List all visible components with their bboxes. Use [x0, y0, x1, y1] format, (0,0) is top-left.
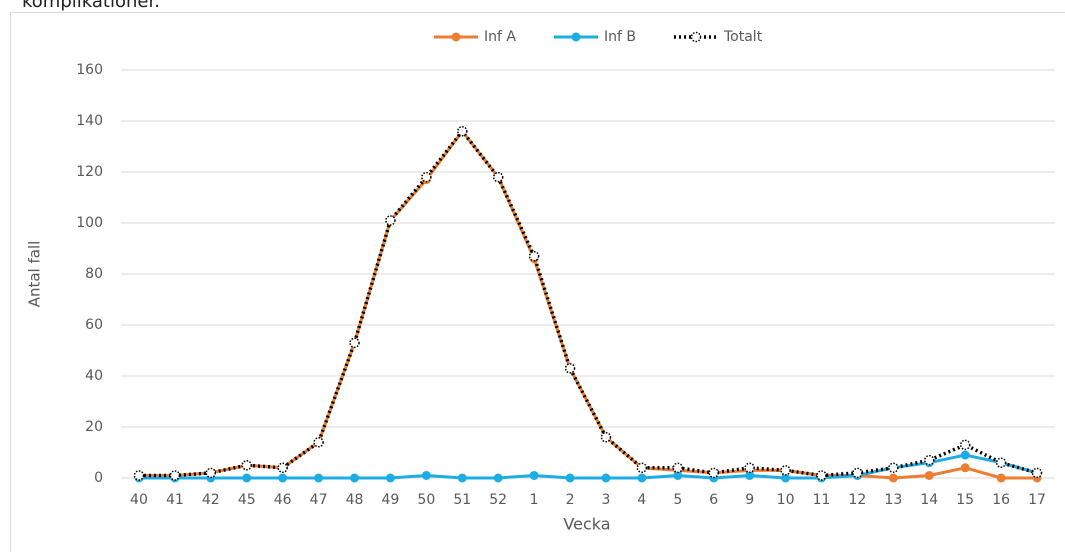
- y-tick-label: 100: [76, 215, 103, 231]
- x-axis-label: Vecka: [563, 515, 610, 534]
- data-point: [637, 463, 646, 472]
- y-tick-label: 0: [94, 470, 103, 486]
- x-tick-label: 41: [166, 492, 184, 508]
- data-point: [458, 474, 467, 483]
- legend-marker: [572, 33, 581, 42]
- x-tick-label: 4: [637, 492, 646, 508]
- x-tick-label: 6: [709, 492, 718, 508]
- data-point: [889, 463, 898, 472]
- data-point: [494, 474, 503, 483]
- legend-label: Inf B: [604, 29, 636, 45]
- data-point: [637, 474, 646, 483]
- data-point: [566, 474, 575, 483]
- data-point: [961, 440, 970, 449]
- y-tick-label: 80: [85, 266, 103, 282]
- data-point: [350, 474, 359, 483]
- data-point: [925, 456, 934, 465]
- x-tick-label: 42: [202, 492, 220, 508]
- y-axis-label: Antal fall: [26, 241, 44, 308]
- legend-marker: [692, 33, 701, 42]
- y-tick-label: 40: [85, 368, 103, 384]
- data-point: [422, 471, 431, 480]
- series-line: [139, 131, 1037, 478]
- data-point: [206, 468, 215, 477]
- y-tick-label: 60: [85, 317, 103, 333]
- data-point: [242, 461, 251, 470]
- data-point: [242, 474, 251, 483]
- y-tick-label: 120: [76, 164, 103, 180]
- data-point: [673, 463, 682, 472]
- data-point: [530, 471, 539, 480]
- data-point: [745, 463, 754, 472]
- x-tick-label: 50: [417, 492, 435, 508]
- data-point: [566, 364, 575, 373]
- legend-label: Totalt: [723, 29, 763, 45]
- data-point: [601, 474, 610, 483]
- x-tick-label: 46: [274, 492, 292, 508]
- data-point: [386, 216, 395, 225]
- x-tick-label: 10: [777, 492, 795, 508]
- x-tick-label: 12: [849, 492, 867, 508]
- x-tick-label: 17: [1028, 492, 1046, 508]
- x-tick-label: 40: [130, 492, 148, 508]
- x-tick-label: 1: [530, 492, 539, 508]
- data-point: [134, 471, 143, 480]
- x-tick-label: 16: [992, 492, 1010, 508]
- data-point: [997, 458, 1006, 467]
- data-point: [997, 474, 1006, 483]
- data-point: [925, 471, 934, 480]
- x-tick-label: 48: [346, 492, 364, 508]
- data-point: [601, 433, 610, 442]
- series-line: [139, 131, 1037, 475]
- data-point: [314, 438, 323, 447]
- x-tick-label: 45: [238, 492, 256, 508]
- header-text: komplikationer.: [22, 0, 160, 12]
- x-tick-label: 5: [673, 492, 682, 508]
- x-tick-label: 52: [489, 492, 507, 508]
- y-tick-label: 140: [76, 113, 103, 129]
- data-point: [278, 474, 287, 483]
- legend-label: Inf A: [484, 29, 516, 45]
- data-point: [422, 173, 431, 182]
- data-point: [781, 466, 790, 475]
- data-point: [278, 463, 287, 472]
- x-tick-label: 47: [310, 492, 328, 508]
- data-point: [709, 468, 718, 477]
- x-tick-label: 15: [956, 492, 974, 508]
- x-tick-label: 11: [813, 492, 831, 508]
- data-point: [494, 173, 503, 182]
- x-tick-label: 14: [920, 492, 938, 508]
- x-tick-label: 51: [453, 492, 471, 508]
- data-point: [961, 463, 970, 472]
- x-tick-label: 13: [884, 492, 902, 508]
- y-tick-label: 160: [76, 62, 103, 78]
- data-point: [170, 471, 179, 480]
- data-point: [1033, 468, 1042, 477]
- data-point: [853, 468, 862, 477]
- data-point: [889, 474, 898, 483]
- x-tick-label: 49: [382, 492, 400, 508]
- x-tick-label: 2: [566, 492, 575, 508]
- data-point: [314, 474, 323, 483]
- chart-frame: [11, 13, 1065, 553]
- data-point: [817, 471, 826, 480]
- y-tick-label: 20: [85, 419, 103, 435]
- data-point: [350, 338, 359, 347]
- data-point: [961, 451, 970, 460]
- data-point: [530, 252, 539, 261]
- x-tick-label: 9: [745, 492, 754, 508]
- data-point: [386, 474, 395, 483]
- legend-marker: [452, 33, 461, 42]
- data-point: [458, 127, 467, 136]
- x-tick-label: 3: [602, 492, 611, 508]
